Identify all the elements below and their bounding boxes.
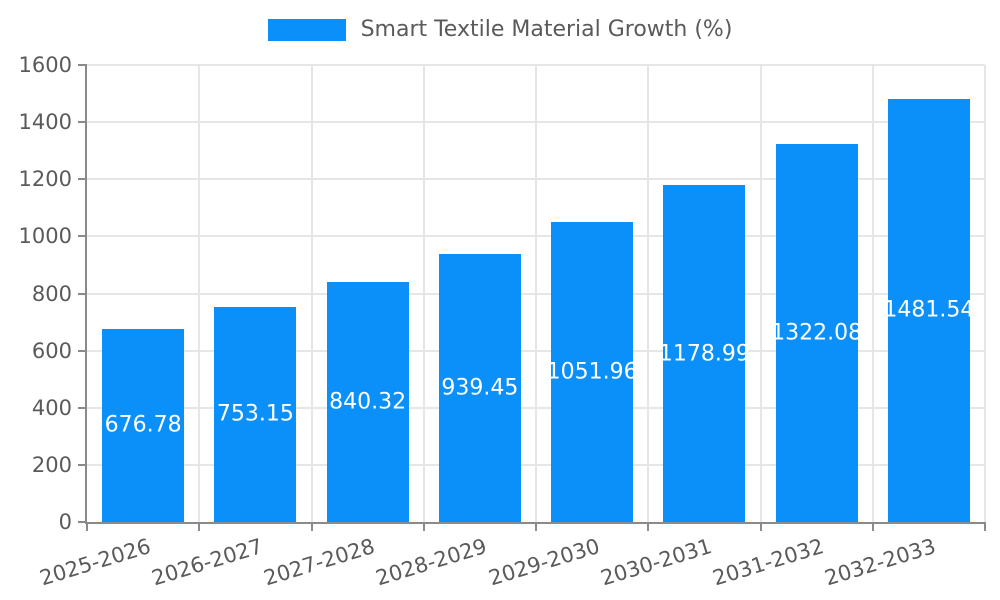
bar-value-label: 840.32 [329,389,407,415]
bar: 840.32 [326,281,409,522]
x-tick-mark [984,522,986,531]
x-tick-mark [647,522,650,531]
y-tick-mark [78,178,87,181]
plot-area: 0 200 400 600 800 1000 1200 1400 1600 676.78 753.1… [19,53,986,590]
bar-value-label: 753.15 [216,401,294,427]
y-tick-mark [78,406,87,409]
y-tick-mark [78,235,87,238]
x-tick-label: 2025-2026 [36,534,154,591]
y-tick-mark [78,521,87,523]
x-tick-mark [759,522,762,531]
x-tick-label: 2026-2027 [148,534,266,591]
x-tick-label: 2030-2031 [597,534,715,591]
y-tick-label: 1200 [18,167,72,192]
x-tick-label: 2032-2033 [822,534,939,591]
bar: 939.45 [438,253,521,522]
y-tick-label: 400 [31,395,72,420]
x-gridline [871,65,874,522]
legend-swatch [267,18,346,41]
y-tick-label: 600 [31,338,72,363]
y-tick-label: 1400 [18,110,72,135]
bar: 1051.96 [547,221,638,522]
x-gridline [759,65,762,522]
y-tick-label: 1600 [18,53,72,77]
x-gridline [198,65,201,522]
x-axis [85,522,985,524]
bar-value-label: 1481.54 [883,297,975,323]
y-tick-mark [78,463,87,466]
x-tick-mark [422,522,425,531]
bar-value-label: 1178.99 [658,341,750,367]
y-tick-mark [78,121,87,124]
x-tick-label: 2027-2028 [261,534,378,591]
y-tick-label: 200 [31,452,72,477]
bar-value-label: 939.45 [441,375,519,401]
bar-value-label: 676.78 [104,412,182,438]
x-tick-mark [198,522,201,531]
x-tick-mark [871,522,874,531]
bar: 1178.99 [659,185,750,522]
x-tick-mark [535,522,537,531]
bar: 1322.08 [771,144,862,522]
y-tick-mark [78,349,87,352]
legend: Smart Textile Material Growth (%) [0,17,1000,42]
y-tick-label: 0 [58,510,72,534]
y-tick-mark [78,292,87,295]
x-tick-label: 2029-2030 [485,534,603,591]
bar: 753.15 [214,306,297,522]
x-tick-mark [310,522,313,531]
bar: 1481.54 [883,98,974,522]
x-gridline [647,65,650,522]
legend-label: Smart Textile Material Growth (%) [360,17,733,42]
x-gridline [310,65,313,522]
bar-value-label: 1051.96 [546,359,638,385]
y-tick-label: 1000 [18,224,72,249]
x-tick-label: 2028-2029 [373,534,490,591]
bar: 676.78 [102,328,185,522]
x-gridline [984,65,986,522]
x-tick-mark [86,522,88,531]
bar-value-label: 1322.08 [771,320,863,346]
x-tick-label: 2031-2032 [710,534,827,591]
y-tick-label: 800 [31,281,72,306]
y-tick-mark [78,64,87,66]
x-gridline [422,65,425,522]
y-axis [85,65,87,524]
x-gridline [535,65,537,522]
